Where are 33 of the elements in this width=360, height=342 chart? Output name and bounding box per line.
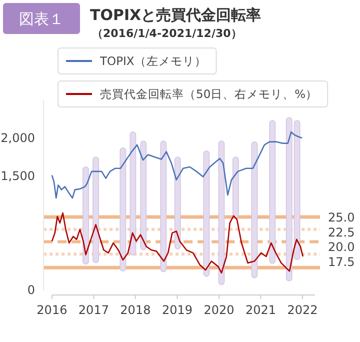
bar	[92, 156, 99, 264]
x-tick-label: 2020	[204, 303, 234, 317]
legend-label: 売買代金回転率（50日、右メモリ、%）	[100, 87, 318, 101]
bar	[140, 140, 147, 250]
y2-tick-label: 22.5	[328, 225, 355, 240]
bar	[203, 150, 210, 277]
bar	[269, 120, 276, 264]
bar	[251, 141, 258, 278]
legend-item: TOPIX（左メモリ）	[58, 48, 217, 74]
bar	[120, 147, 126, 272]
y2-tick-label: 17.5	[328, 254, 355, 269]
line-series	[51, 212, 304, 274]
bar	[174, 156, 181, 250]
x-tick-label: 2022	[287, 303, 318, 317]
x-tick-label: 2021	[245, 303, 276, 317]
y-tick-label: 1,500	[0, 169, 35, 183]
bar	[160, 140, 167, 272]
legend-label: TOPIX（左メモリ）	[99, 54, 206, 68]
bar	[82, 166, 89, 265]
bar	[232, 156, 239, 218]
line-series	[51, 131, 303, 199]
legend-item: 売買代金回転率（50日、右メモリ、%）	[58, 80, 328, 108]
chart-subtitle: （2016/1/4-2021/12/30）	[92, 27, 242, 40]
y2-tick-label: 20.0	[328, 240, 355, 254]
x-tick-label: 2019	[162, 303, 192, 317]
badge: 図表１	[3, 3, 80, 34]
x-tick-label: 2018	[120, 303, 151, 317]
x-tick-label: 2016	[36, 303, 68, 317]
y-tick-label: 0	[27, 283, 35, 297]
y2-tick-label: 25.0	[328, 210, 355, 225]
y-tick-label: 2,000	[0, 131, 35, 145]
x-tick-label: 2017	[78, 303, 109, 317]
chart-title: TOPIXと売買代金回転率	[90, 6, 262, 24]
